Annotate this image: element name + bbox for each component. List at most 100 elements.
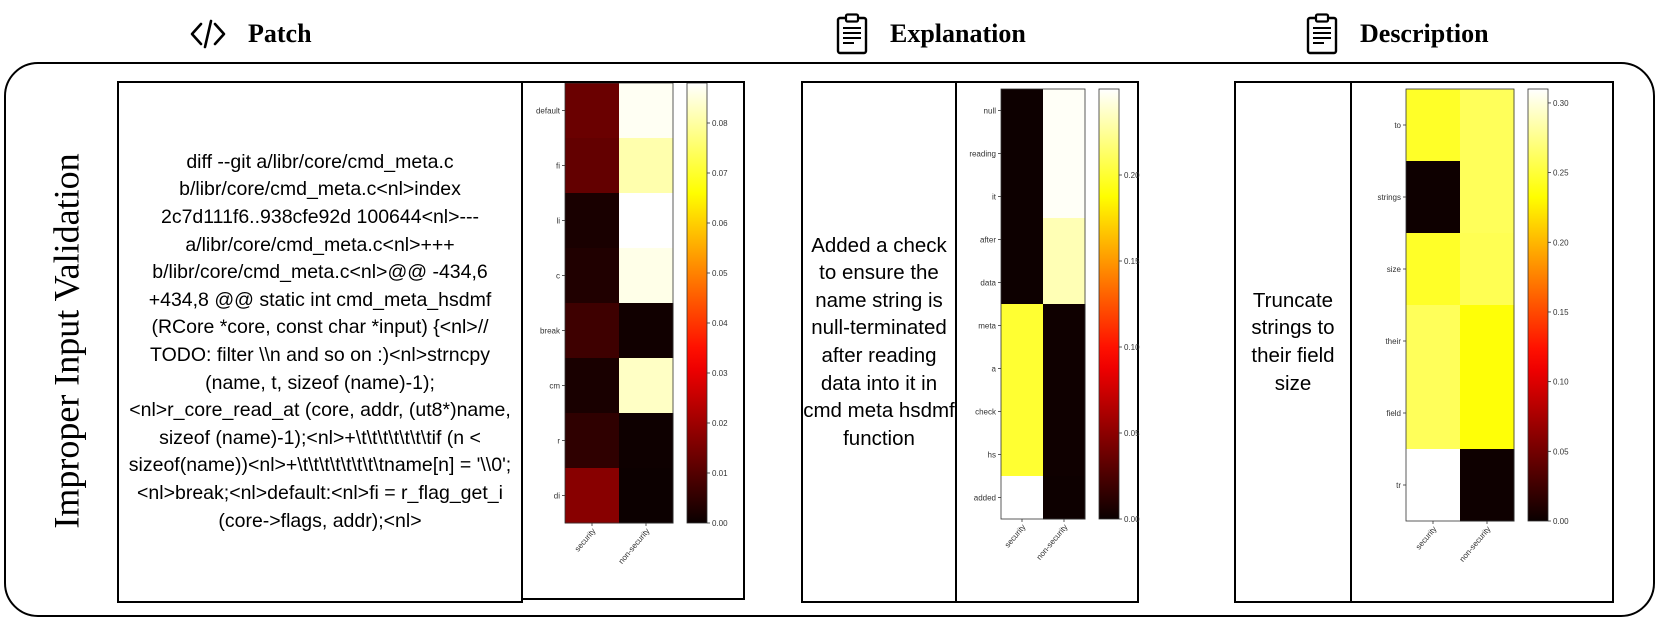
- heatmap-cell: [1460, 161, 1515, 234]
- colorbar-tick-label: 0.02: [712, 419, 728, 428]
- heatmap-cell: [619, 138, 674, 194]
- patch-text-box: diff --git a/libr/core/cmd_meta.c b/libr…: [117, 81, 523, 603]
- heatmap-cell: [619, 413, 674, 469]
- heatmap-cell: [1001, 132, 1044, 176]
- colorbar-tick-label: 0.00: [1124, 515, 1140, 524]
- heatmap-cell: [619, 248, 674, 304]
- description-header-label: Description: [1360, 19, 1489, 48]
- heatmap-cell: [1460, 377, 1515, 450]
- heatmap-cell: [1460, 305, 1515, 378]
- heatmap-cell: [619, 468, 674, 524]
- colorbar-tick-label: 0.10: [1124, 343, 1140, 352]
- row-label: reading: [969, 150, 996, 159]
- heatmap-cell: [1001, 347, 1044, 391]
- patch-header: Patch: [190, 8, 312, 60]
- patch-header-label: Patch: [248, 19, 312, 48]
- row-label: added: [974, 494, 996, 503]
- heatmap-cell: [619, 83, 674, 139]
- row-label: cm: [549, 382, 560, 391]
- colorbar-tick-label: 0.01: [712, 469, 728, 478]
- heatmap-cell: [1043, 433, 1086, 477]
- heatmap-cell: [1043, 390, 1086, 434]
- colorbar-tick-label: 0.15: [1124, 257, 1140, 266]
- code-icon: [190, 19, 226, 49]
- description-heatmap: to strings size their field tr security non-sec…: [1377, 88, 1569, 564]
- column-label: security: [573, 527, 598, 554]
- description-text: Truncate strings to their field size: [1251, 288, 1335, 395]
- heatmap-cell: [1460, 233, 1515, 306]
- row-label: after: [980, 236, 996, 245]
- explanation-text: Added a check to ensure the name string …: [803, 233, 955, 450]
- patch-heatmap: default fi li c break cm r di security non-securi…: [536, 83, 728, 566]
- explanation-heatmap: null reading it after data meta a check hs added s…: [969, 88, 1140, 562]
- patch-heatmap-panel: default fi li c break cm r di security non-securi…: [521, 81, 745, 600]
- heatmap-cell: [1043, 89, 1086, 133]
- row-label: default: [536, 107, 561, 116]
- heatmap-cell: [565, 138, 620, 194]
- description-header: Description: [1306, 8, 1489, 60]
- heatmap-frame: [1405, 88, 1515, 522]
- outer-frame: [4, 62, 1655, 617]
- colorbar-tick-label: 0.10: [1553, 378, 1569, 387]
- colorbar-tick-label: 0.00: [712, 519, 728, 528]
- colorbar-tick-label: 0.05: [1553, 447, 1569, 456]
- colorbar-tick-label: 0.25: [1553, 169, 1569, 178]
- column-label: non-security: [1458, 525, 1493, 564]
- heatmap-cell: [1406, 233, 1461, 306]
- heatmap-cell: [1043, 261, 1086, 305]
- row-label: data: [980, 279, 996, 288]
- colorbar-tick-label: 0.03: [712, 369, 728, 378]
- explanation-header: Explanation: [836, 8, 1026, 60]
- heatmap-cell: [1001, 261, 1044, 305]
- colorbar-tick-label: 0.20: [1553, 238, 1569, 247]
- heatmap-cell: [1043, 476, 1086, 520]
- heatmap-cell: [1406, 161, 1461, 234]
- heatmap-cell: [1001, 89, 1044, 133]
- row-label: fi: [556, 162, 560, 171]
- heatmap-cell: [1406, 449, 1461, 522]
- heatmap-cell: [1460, 449, 1515, 522]
- description-heatmap-panel: to strings size their field tr security non-sec…: [1350, 81, 1614, 603]
- row-label: size: [1387, 265, 1402, 274]
- heatmap-cell: [1001, 175, 1044, 219]
- row-label: hs: [988, 451, 996, 460]
- heatmap-cell: [1043, 218, 1086, 262]
- column-label: non-security: [1035, 523, 1070, 562]
- heatmap-cell: [1043, 132, 1086, 176]
- heatmap-cell: [565, 303, 620, 359]
- heatmap-cell: [565, 413, 620, 469]
- explanation-heatmap-panel: null reading it after data meta a check hs added s…: [955, 81, 1140, 603]
- column-label: security: [1003, 523, 1028, 550]
- heatmap-cell: [1043, 347, 1086, 391]
- heatmap-cell: [619, 358, 674, 414]
- row-label-container: Improper Input Validation: [12, 96, 122, 586]
- row-label: Improper Input Validation: [47, 153, 88, 529]
- heatmap-cell: [1043, 304, 1086, 348]
- heatmap-frame: [564, 83, 674, 524]
- row-label: their: [1385, 337, 1401, 346]
- colorbar-tick-label: 0.05: [1124, 429, 1140, 438]
- heatmap-cell: [619, 193, 674, 249]
- colorbar-tick-label: 0.07: [712, 169, 728, 178]
- row-label: r: [557, 437, 560, 446]
- colorbar-tick-label: 0.20: [1124, 171, 1140, 180]
- heatmap-cell: [619, 303, 674, 359]
- row-label: tr: [1396, 481, 1401, 490]
- heatmap-cell: [1406, 89, 1461, 162]
- colorbar-tick-label: 0.00: [1553, 517, 1569, 526]
- row-label: meta: [978, 322, 996, 331]
- colorbar: [1098, 88, 1120, 520]
- patch-text: diff --git a/libr/core/cmd_meta.c b/libr…: [128, 150, 512, 532]
- clipboard-icon: [1306, 13, 1338, 55]
- explanation-text-box: Added a check to ensure the name string …: [801, 81, 957, 603]
- heatmap-cell: [1001, 433, 1044, 477]
- column-label: non-security: [617, 527, 652, 566]
- heatmap-cell: [565, 83, 620, 139]
- column-label: security: [1414, 525, 1439, 552]
- heatmap-cell: [1043, 175, 1086, 219]
- colorbar: [686, 83, 708, 524]
- row-label: to: [1394, 121, 1401, 130]
- row-label: di: [554, 492, 560, 501]
- colorbar-tick-label: 0.04: [712, 319, 728, 328]
- colorbar-tick-label: 0.05: [712, 269, 728, 278]
